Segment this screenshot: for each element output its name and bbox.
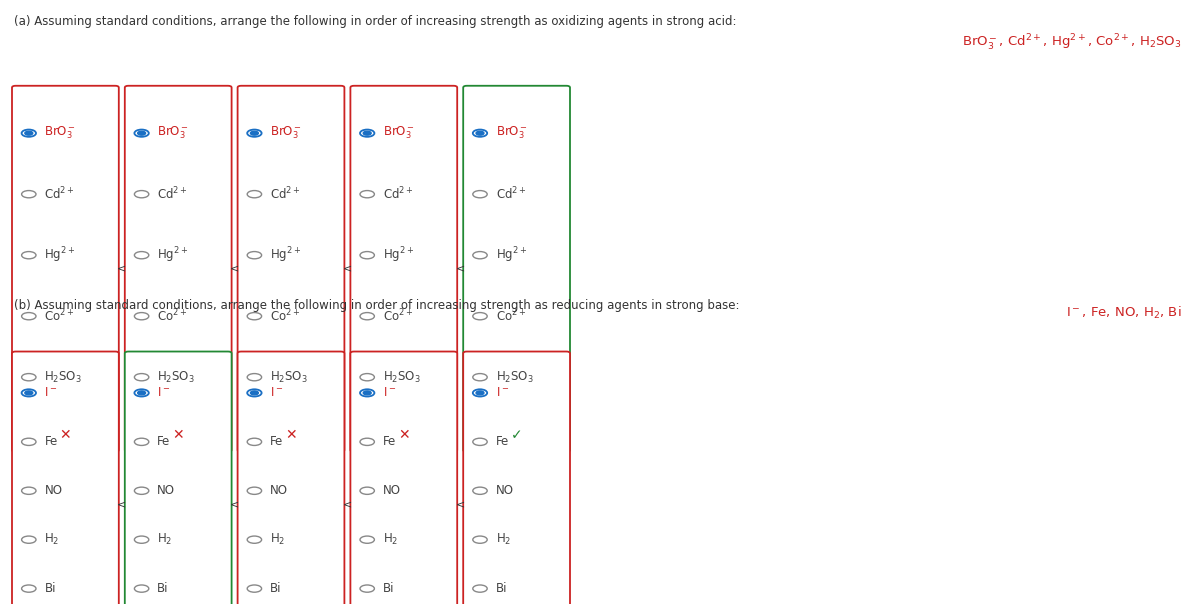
FancyBboxPatch shape	[12, 352, 119, 604]
Text: I$^-$: I$^-$	[270, 387, 283, 399]
Text: Bi: Bi	[157, 582, 169, 595]
Text: <: <	[343, 500, 352, 509]
Text: BrO$_3^-$: BrO$_3^-$	[157, 125, 190, 141]
Text: <: <	[456, 500, 464, 509]
Circle shape	[476, 391, 484, 395]
Text: H$_2$: H$_2$	[44, 532, 60, 547]
Text: (a) Assuming standard conditions, arrange the following in order of increasing s: (a) Assuming standard conditions, arrang…	[14, 15, 737, 28]
Text: H$_2$SO$_3$: H$_2$SO$_3$	[270, 370, 308, 385]
Text: <: <	[230, 264, 239, 274]
Circle shape	[251, 391, 258, 395]
Circle shape	[473, 390, 487, 397]
FancyBboxPatch shape	[350, 86, 457, 452]
Text: Cd$^{2+}$: Cd$^{2+}$	[383, 186, 414, 202]
Text: BrO$_3^-$, Cd$^{2+}$, Hg$^{2+}$, Co$^{2+}$, H$_2$SO$_3$: BrO$_3^-$, Cd$^{2+}$, Hg$^{2+}$, Co$^{2+…	[962, 33, 1182, 53]
Circle shape	[247, 130, 262, 137]
Text: Fe: Fe	[496, 435, 509, 448]
Circle shape	[360, 390, 374, 397]
FancyBboxPatch shape	[125, 352, 232, 604]
Text: Co$^{2+}$: Co$^{2+}$	[496, 308, 526, 324]
Text: Cd$^{2+}$: Cd$^{2+}$	[496, 186, 527, 202]
Circle shape	[364, 131, 371, 135]
Text: H$_2$: H$_2$	[270, 532, 286, 547]
Text: H$_2$SO$_3$: H$_2$SO$_3$	[157, 370, 196, 385]
Text: I$^-$: I$^-$	[44, 387, 58, 399]
Text: <: <	[230, 500, 239, 509]
Text: Bi: Bi	[496, 582, 508, 595]
Text: Co$^{2+}$: Co$^{2+}$	[270, 308, 300, 324]
Text: H$_2$: H$_2$	[383, 532, 398, 547]
FancyBboxPatch shape	[12, 86, 119, 452]
Text: NO: NO	[157, 484, 175, 497]
Text: I$^-$: I$^-$	[157, 387, 170, 399]
Circle shape	[134, 390, 149, 397]
Text: H$_2$: H$_2$	[157, 532, 173, 547]
Text: NO: NO	[383, 484, 401, 497]
Circle shape	[138, 391, 145, 395]
Text: ✕: ✕	[398, 428, 409, 442]
Text: Co$^{2+}$: Co$^{2+}$	[383, 308, 413, 324]
Text: BrO$_3^-$: BrO$_3^-$	[44, 125, 77, 141]
FancyBboxPatch shape	[238, 352, 344, 604]
Text: BrO$_3^-$: BrO$_3^-$	[496, 125, 528, 141]
Circle shape	[476, 131, 484, 135]
Text: H$_2$SO$_3$: H$_2$SO$_3$	[44, 370, 83, 385]
Circle shape	[360, 130, 374, 137]
Text: BrO$_3^-$: BrO$_3^-$	[270, 125, 302, 141]
Circle shape	[25, 131, 32, 135]
Text: I$^-$: I$^-$	[383, 387, 396, 399]
Text: NO: NO	[496, 484, 514, 497]
Circle shape	[473, 130, 487, 137]
Text: Hg$^{2+}$: Hg$^{2+}$	[496, 245, 527, 265]
Circle shape	[134, 130, 149, 137]
Text: Cd$^{2+}$: Cd$^{2+}$	[44, 186, 76, 202]
Text: Bi: Bi	[44, 582, 56, 595]
Text: NO: NO	[270, 484, 288, 497]
Text: Hg$^{2+}$: Hg$^{2+}$	[270, 245, 301, 265]
Text: Cd$^{2+}$: Cd$^{2+}$	[157, 186, 188, 202]
Text: NO: NO	[44, 484, 62, 497]
FancyBboxPatch shape	[463, 86, 570, 452]
FancyBboxPatch shape	[238, 86, 344, 452]
Text: <: <	[343, 264, 352, 274]
Text: (b) Assuming standard conditions, arrange the following in order of increasing s: (b) Assuming standard conditions, arrang…	[14, 299, 740, 312]
Text: ✓: ✓	[511, 428, 522, 442]
Circle shape	[247, 390, 262, 397]
Circle shape	[138, 131, 145, 135]
Circle shape	[251, 131, 258, 135]
Text: Hg$^{2+}$: Hg$^{2+}$	[157, 245, 188, 265]
Text: I$^-$: I$^-$	[496, 387, 509, 399]
Text: BrO$_3^-$: BrO$_3^-$	[383, 125, 415, 141]
Circle shape	[364, 391, 371, 395]
Text: Fe: Fe	[157, 435, 170, 448]
Text: ✕: ✕	[60, 428, 71, 442]
Text: Fe: Fe	[270, 435, 283, 448]
Text: <: <	[118, 500, 126, 509]
Text: ✕: ✕	[286, 428, 296, 442]
Text: H$_2$: H$_2$	[496, 532, 511, 547]
Text: Hg$^{2+}$: Hg$^{2+}$	[383, 245, 414, 265]
Text: Fe: Fe	[383, 435, 396, 448]
Text: Co$^{2+}$: Co$^{2+}$	[157, 308, 187, 324]
Text: Hg$^{2+}$: Hg$^{2+}$	[44, 245, 76, 265]
Text: Bi: Bi	[383, 582, 395, 595]
FancyBboxPatch shape	[350, 352, 457, 604]
Circle shape	[22, 130, 36, 137]
Text: Fe: Fe	[44, 435, 58, 448]
Text: Bi: Bi	[270, 582, 282, 595]
Text: I$^-$, Fe, NO, H$_2$, Bi: I$^-$, Fe, NO, H$_2$, Bi	[1067, 305, 1182, 321]
Text: ✕: ✕	[173, 428, 184, 442]
Text: Cd$^{2+}$: Cd$^{2+}$	[270, 186, 301, 202]
Text: H$_2$SO$_3$: H$_2$SO$_3$	[496, 370, 534, 385]
Text: H$_2$SO$_3$: H$_2$SO$_3$	[383, 370, 421, 385]
FancyBboxPatch shape	[125, 86, 232, 452]
Text: Co$^{2+}$: Co$^{2+}$	[44, 308, 74, 324]
Circle shape	[22, 390, 36, 397]
Circle shape	[25, 391, 32, 395]
FancyBboxPatch shape	[463, 352, 570, 604]
Text: <: <	[456, 264, 464, 274]
Text: <: <	[118, 264, 126, 274]
